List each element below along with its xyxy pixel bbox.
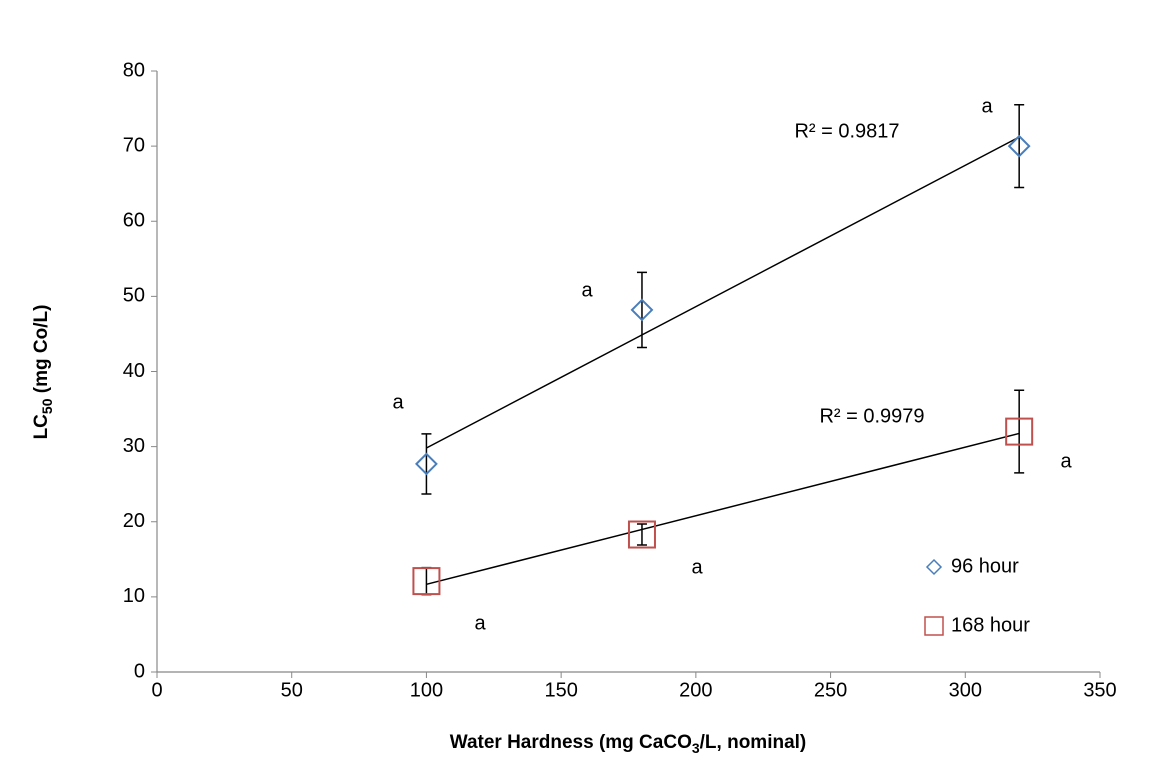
legend-label: 96 hour <box>951 555 1019 577</box>
r-squared-label: R² = 0.9817 <box>794 120 899 142</box>
error-bar <box>421 566 432 596</box>
marker <box>412 567 441 596</box>
annotation: a <box>1060 450 1072 472</box>
y-tick-label: 30 <box>123 435 145 457</box>
y-tick-label: 10 <box>123 585 145 607</box>
error-bar <box>1014 104 1025 189</box>
y-tick-label: 60 <box>123 210 145 232</box>
x-tick-label: 250 <box>814 679 847 701</box>
trendline <box>426 136 1020 449</box>
marker <box>1005 417 1034 446</box>
marker <box>630 298 654 322</box>
annotation: a <box>691 556 703 578</box>
y-title-sub: 50 <box>39 398 55 414</box>
y-title-part: LC <box>31 414 52 440</box>
legend-marker <box>925 558 943 576</box>
r-squared-label: R² = 0.9979 <box>819 405 924 427</box>
y-tick-label: 20 <box>123 510 145 532</box>
marker <box>1007 134 1031 158</box>
annotation: a <box>981 95 993 117</box>
y-tick-label: 80 <box>123 59 145 81</box>
annotation: a <box>392 391 404 413</box>
error-bar <box>1014 389 1025 474</box>
legend-label: 168 hour <box>951 614 1030 636</box>
y-tick-label: 0 <box>134 660 145 682</box>
x-tick-label: 200 <box>679 679 712 701</box>
marker <box>627 520 656 549</box>
y-title-part: (mg Co/L) <box>31 305 52 399</box>
y-tick-label: 40 <box>123 360 145 382</box>
x-tick-label: 350 <box>1083 679 1116 701</box>
marker <box>415 452 438 476</box>
x-axis-title: Water Hardness (mg CaCO3/L, nominal) <box>450 732 807 756</box>
annotation: a <box>581 279 593 301</box>
x-tick-label: 150 <box>544 679 577 701</box>
legend-marker <box>924 616 944 636</box>
y-tick-label: 50 <box>123 285 145 307</box>
x-tick-label: 100 <box>410 679 443 701</box>
y-tick-label: 70 <box>123 134 145 156</box>
x-title-sub: 3 <box>692 740 700 756</box>
x-tick-label: 50 <box>281 679 303 701</box>
x-title-part: Water Hardness (mg CaCO <box>450 732 692 753</box>
error-bar <box>421 433 432 495</box>
y-axis-title: LC50 (mg Co/L) <box>31 305 55 440</box>
x-tick-label: 0 <box>151 679 162 701</box>
annotation: a <box>474 612 486 634</box>
error-bar <box>636 523 647 546</box>
error-bar <box>636 271 647 349</box>
x-tick-label: 300 <box>949 679 982 701</box>
trendline <box>426 432 1020 586</box>
x-title-part: /L, nominal) <box>700 732 807 753</box>
